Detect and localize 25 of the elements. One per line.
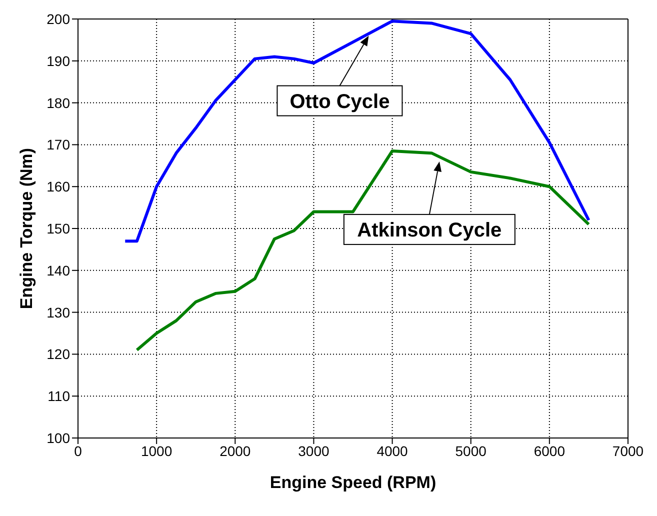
x-tick-label: 5000 [455, 442, 487, 459]
x-axis-title: Engine Speed (RPM) [270, 473, 436, 492]
y-tick-label: 200 [46, 10, 70, 27]
annotation: Otto Cycle [290, 90, 390, 113]
x-tick-label: 6000 [534, 442, 566, 459]
line-series [135, 149, 590, 352]
y-tick-label: 110 [48, 388, 70, 404]
x-tick-label: 0 [74, 442, 82, 459]
x-tick-label: 3000 [298, 442, 330, 459]
y-tick-label: 130 [46, 304, 70, 320]
x-tick-label: 1000 [140, 442, 172, 459]
y-axis-title: Engine Torque (Nm) [17, 148, 36, 310]
y-tick-label: 120 [46, 346, 70, 362]
x-tick-label: 7000 [612, 442, 644, 459]
y-tick-label: 170 [46, 136, 70, 153]
x-tick-label: 4000 [376, 442, 408, 459]
y-tick-label: 100 [46, 430, 70, 446]
y-tick-label: 150 [46, 220, 70, 236]
y-tick-label: 160 [46, 178, 70, 195]
y-tick-label: 140 [46, 262, 70, 278]
x-tick-label: 2000 [220, 442, 251, 459]
y-tick-label: 180 [46, 94, 70, 111]
line-series [124, 20, 590, 243]
y-tick-label: 190 [46, 52, 70, 69]
annotation: Atkinson Cycle [357, 219, 502, 242]
